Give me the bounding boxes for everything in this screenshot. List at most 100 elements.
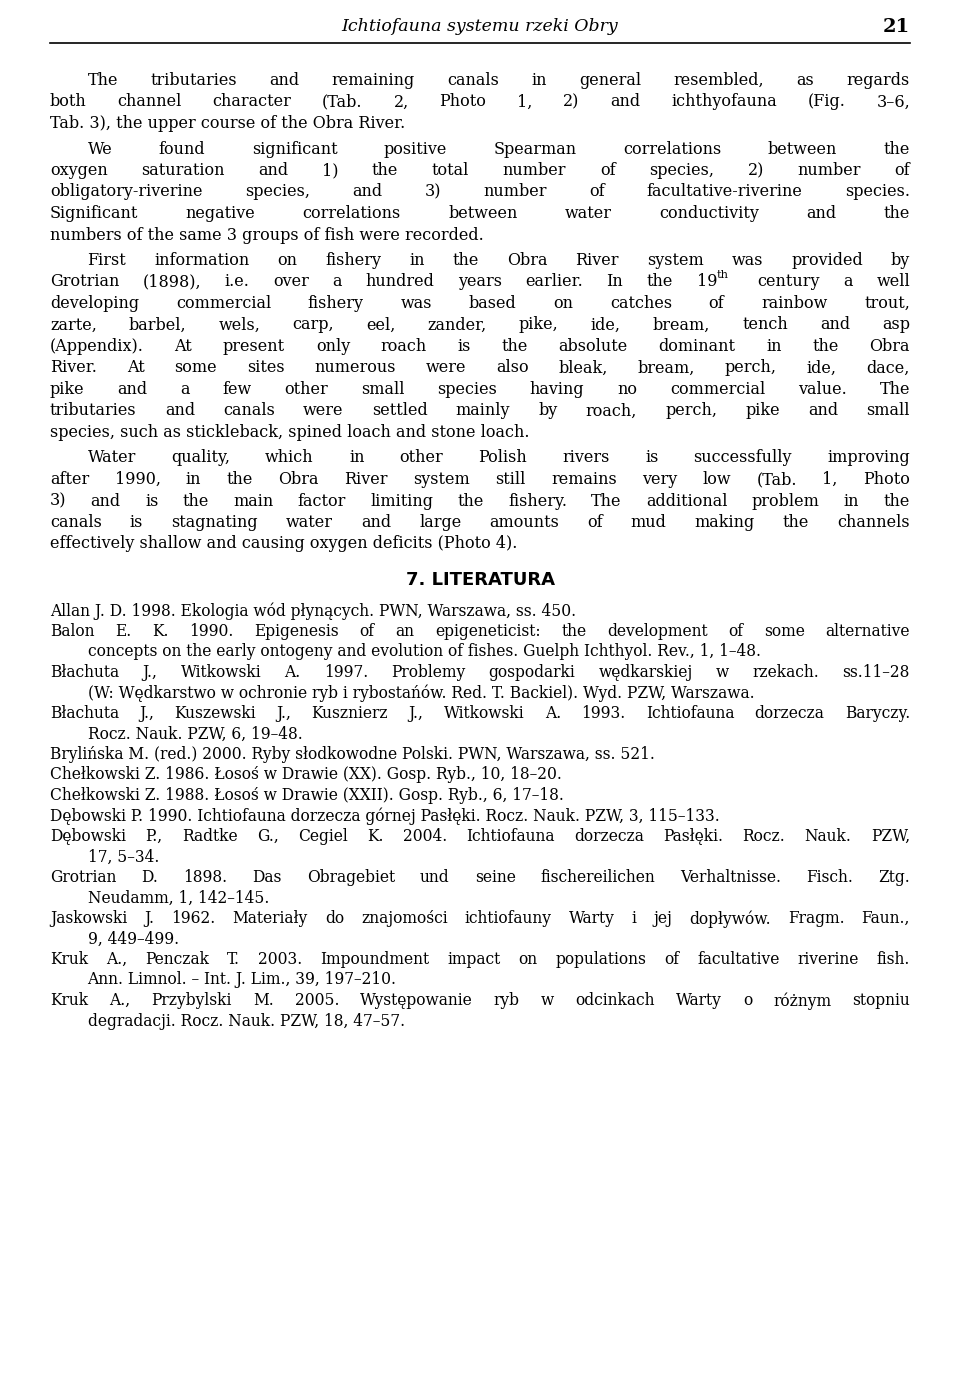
Text: of: of: [729, 623, 743, 640]
Text: and: and: [361, 514, 391, 531]
Text: large: large: [420, 514, 462, 531]
Text: gospodarki: gospodarki: [489, 664, 575, 680]
Text: the: the: [458, 493, 484, 510]
Text: PZW,: PZW,: [871, 827, 910, 846]
Text: dopływów.: dopływów.: [689, 910, 771, 927]
Text: Obra: Obra: [278, 470, 319, 489]
Text: i: i: [632, 910, 636, 927]
Text: value.: value.: [798, 381, 847, 398]
Text: fishery.: fishery.: [508, 493, 567, 510]
Text: hundred: hundred: [366, 273, 434, 291]
Text: 2005.: 2005.: [295, 993, 339, 1009]
Text: A.,: A.,: [109, 993, 131, 1009]
Text: Chełkowski Z. 1986. Łosoś w Drawie (XX). Gosp. Ryb., 10, 18–20.: Chełkowski Z. 1986. Łosoś w Drawie (XX).…: [50, 766, 562, 784]
Text: Występowanie: Występowanie: [360, 993, 473, 1009]
Text: Baryczy.: Baryczy.: [845, 706, 910, 722]
Text: Verhaltnisse.: Verhaltnisse.: [681, 869, 781, 886]
Text: facultative-riverine: facultative-riverine: [647, 183, 803, 200]
Text: roach,: roach,: [586, 402, 637, 420]
Text: At: At: [175, 337, 192, 356]
Text: Rocz. Nauk. PZW, 6, 19–48.: Rocz. Nauk. PZW, 6, 19–48.: [87, 725, 302, 742]
Text: limiting: limiting: [371, 493, 433, 510]
Text: J.,: J.,: [139, 706, 155, 722]
Text: J.: J.: [144, 910, 155, 927]
Text: some: some: [175, 360, 217, 377]
Text: the: the: [182, 493, 209, 510]
Text: Pasłęki.: Pasłęki.: [663, 827, 723, 846]
Text: the: the: [502, 337, 528, 356]
Text: ichthyofauna: ichthyofauna: [671, 94, 777, 111]
Text: of: of: [589, 183, 605, 200]
Text: Witkowski: Witkowski: [180, 664, 261, 680]
Text: were: were: [303, 402, 344, 420]
Text: species,: species,: [649, 162, 714, 179]
Text: th: th: [717, 269, 729, 280]
Text: w: w: [541, 993, 554, 1009]
Text: only: only: [316, 337, 350, 356]
Text: other: other: [284, 381, 328, 398]
Text: K.: K.: [152, 623, 169, 640]
Text: successfully: successfully: [693, 449, 792, 466]
Text: seine: seine: [474, 869, 516, 886]
Text: a: a: [180, 381, 190, 398]
Text: Allan J. D. 1998. Ekologia wód płynących. PWN, Warszawa, ss. 450.: Allan J. D. 1998. Ekologia wód płynących…: [50, 602, 576, 620]
Text: is: is: [458, 337, 471, 356]
Text: River: River: [345, 470, 388, 489]
Text: 1,: 1,: [823, 470, 838, 489]
Text: correlations: correlations: [302, 204, 401, 223]
Text: Ichtiofauna systemu rzeki Obry: Ichtiofauna systemu rzeki Obry: [342, 18, 618, 35]
Text: 2): 2): [564, 94, 580, 111]
Text: (1898),: (1898),: [143, 273, 202, 291]
Text: in: in: [349, 449, 365, 466]
Text: present: present: [223, 337, 285, 356]
Text: channel: channel: [117, 94, 181, 111]
Text: pike: pike: [745, 402, 780, 420]
Text: found: found: [158, 140, 205, 158]
Text: i.e.: i.e.: [225, 273, 250, 291]
Text: dorzecza: dorzecza: [755, 706, 825, 722]
Text: also: also: [496, 360, 529, 377]
Text: still: still: [495, 470, 526, 489]
Text: Grotrian: Grotrian: [50, 869, 116, 886]
Text: A.: A.: [284, 664, 300, 680]
Text: różnym: różnym: [773, 993, 831, 1009]
Text: ide,: ide,: [590, 316, 620, 333]
Text: Ann. Limnol. – Int. J. Lim., 39, 197–210.: Ann. Limnol. – Int. J. Lim., 39, 197–210…: [87, 972, 396, 988]
Text: Błachuta: Błachuta: [50, 706, 119, 722]
Text: other: other: [399, 449, 444, 466]
Text: of: of: [360, 623, 374, 640]
Text: Przybylski: Przybylski: [152, 993, 231, 1009]
Text: number: number: [503, 162, 566, 179]
Text: 1990,: 1990,: [114, 470, 160, 489]
Text: und: und: [420, 869, 449, 886]
Text: between: between: [768, 140, 837, 158]
Text: additional: additional: [646, 493, 728, 510]
Text: of: of: [588, 514, 603, 531]
Text: 1997.: 1997.: [324, 664, 368, 680]
Text: ide,: ide,: [806, 360, 837, 377]
Text: well: well: [876, 273, 910, 291]
Text: pike: pike: [50, 381, 84, 398]
Text: a: a: [843, 273, 852, 291]
Text: bream,: bream,: [653, 316, 710, 333]
Text: Obra: Obra: [870, 337, 910, 356]
Text: numerous: numerous: [314, 360, 396, 377]
Text: the: the: [883, 140, 910, 158]
Text: Dębowski P. 1990. Ichtiofauna dorzecza górnej Pasłęki. Rocz. Nauk. PZW, 3, 115–1: Dębowski P. 1990. Ichtiofauna dorzecza g…: [50, 808, 720, 825]
Text: fish.: fish.: [876, 951, 910, 967]
Text: Ztg.: Ztg.: [878, 869, 910, 886]
Text: Tab. 3), the upper course of the Obra River.: Tab. 3), the upper course of the Obra Ri…: [50, 115, 405, 132]
Text: alternative: alternative: [826, 623, 910, 640]
Text: carp,: carp,: [293, 316, 334, 333]
Text: settled: settled: [372, 402, 427, 420]
Text: zarte,: zarte,: [50, 316, 97, 333]
Text: were: were: [425, 360, 467, 377]
Text: negative: negative: [185, 204, 255, 223]
Text: commercial: commercial: [670, 381, 765, 398]
Text: improving: improving: [828, 449, 910, 466]
Text: dominant: dominant: [659, 337, 735, 356]
Text: River.: River.: [50, 360, 97, 377]
Text: znajomości: znajomości: [361, 910, 447, 927]
Text: facultative: facultative: [697, 951, 780, 967]
Text: The: The: [879, 381, 910, 398]
